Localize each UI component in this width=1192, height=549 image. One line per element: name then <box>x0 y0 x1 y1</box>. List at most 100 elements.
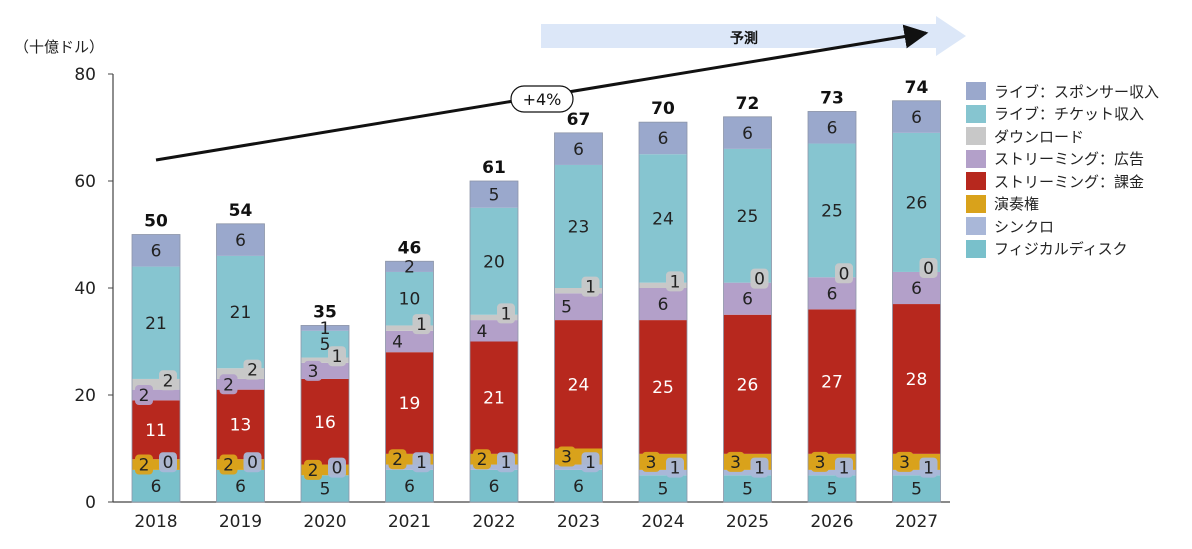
bar-segment <box>723 116 772 149</box>
data-label: 0 <box>332 459 343 479</box>
data-label-bg <box>473 320 491 341</box>
bar-segment <box>892 132 941 272</box>
data-label: 3 <box>899 453 910 473</box>
data-label-bg <box>811 451 829 472</box>
bar-segment <box>132 400 180 460</box>
bar-segment <box>216 368 265 379</box>
data-label: 6 <box>658 129 669 149</box>
bar-outline <box>469 180 519 503</box>
data-label-bg <box>328 457 346 478</box>
legend-item: フィジカルディスク <box>966 238 1159 261</box>
bar-segment <box>385 469 434 502</box>
legend: ライブ：スポンサー収入 ライブ：チケット収入 ダウンロード ストリーミング：広告 ストリ… <box>966 80 1159 260</box>
bar-segment <box>639 154 687 283</box>
data-label: 2 <box>223 375 234 395</box>
legend-item: ライブ：スポンサー収入 <box>966 80 1159 103</box>
x-tick-label: 2023 <box>557 512 600 532</box>
total-label: 54 <box>229 201 253 221</box>
data-label: 6 <box>658 295 669 315</box>
data-label: 19 <box>399 394 421 414</box>
data-label: 1 <box>416 315 427 335</box>
bar-segment <box>639 122 687 155</box>
data-label: 1 <box>670 459 681 479</box>
data-label: 5 <box>489 185 500 205</box>
bar-segment <box>892 100 941 133</box>
data-label: 1 <box>839 459 850 479</box>
data-label-bg <box>412 314 431 335</box>
legend-label: フィジカルディスク <box>994 240 1128 259</box>
data-label: 3 <box>730 453 741 473</box>
bar-segment <box>808 475 856 502</box>
data-label-bg <box>835 457 853 478</box>
y-tick-label: 20 <box>74 386 96 406</box>
legend-item: シンクロ <box>966 215 1159 238</box>
bar-segment <box>132 469 180 502</box>
data-label: 2 <box>477 450 488 470</box>
bar-segment <box>216 389 265 460</box>
bar-outline <box>723 116 772 503</box>
bar-segment <box>808 469 856 476</box>
data-label-bg <box>243 359 262 380</box>
bar-segment <box>892 475 941 502</box>
data-label: 3 <box>561 448 572 468</box>
bar-outline <box>216 223 265 503</box>
data-label-bg <box>159 370 177 391</box>
bar-segment <box>554 320 603 449</box>
data-label: 26 <box>737 375 759 395</box>
data-label: 2 <box>308 461 319 481</box>
y-tick-label: 40 <box>74 279 96 299</box>
legend-label: ライブ：チケット収入 <box>994 105 1145 124</box>
data-label-bg <box>750 268 769 289</box>
bar-segment <box>385 325 434 331</box>
data-label: 1 <box>416 453 427 473</box>
x-tick-label: 2027 <box>895 512 938 532</box>
data-label: 11 <box>145 421 167 441</box>
data-label-bg <box>895 451 914 472</box>
bar-segment <box>639 282 687 288</box>
legend-swatch <box>966 104 986 123</box>
total-label: 46 <box>398 238 422 258</box>
data-label-bg <box>219 374 238 395</box>
bar-outline <box>300 325 350 503</box>
bar-segment <box>132 234 180 267</box>
data-label: 5 <box>827 480 838 500</box>
bar-segment <box>554 164 603 288</box>
bar-segment <box>132 266 180 379</box>
bar-segment <box>723 314 772 454</box>
y-tick-label: 60 <box>74 172 96 192</box>
data-label: 5 <box>911 480 922 500</box>
data-label: 6 <box>742 290 753 310</box>
legend-label: 演奏権 <box>994 195 1040 214</box>
total-label: 35 <box>313 302 337 322</box>
bar-segment <box>639 288 687 321</box>
data-label: 6 <box>151 477 162 497</box>
total-label: 70 <box>651 99 675 119</box>
data-label-bg <box>581 276 600 297</box>
bar-segment <box>301 357 349 363</box>
bar-segment <box>470 181 518 208</box>
data-label: 5 <box>320 480 331 500</box>
bar-segment <box>132 389 180 401</box>
bar-segment <box>132 378 180 390</box>
legend-item: ライブ：チケット収入 <box>966 103 1159 126</box>
data-label: 10 <box>399 290 421 310</box>
bar-segment <box>639 469 687 476</box>
legend-swatch <box>966 149 986 168</box>
data-label-bg <box>135 385 153 405</box>
bar-segment <box>301 325 349 331</box>
data-label-bg <box>304 360 322 381</box>
data-label: 1 <box>923 459 934 479</box>
data-label: 6 <box>573 140 584 160</box>
total-label: 50 <box>144 212 168 232</box>
legend-swatch <box>966 172 986 191</box>
bar-segment <box>554 464 603 470</box>
bar-segment <box>808 309 856 454</box>
data-label: 23 <box>568 217 590 237</box>
bar-segment <box>216 469 265 502</box>
data-label: 16 <box>314 413 336 433</box>
bar-segment <box>554 132 603 165</box>
data-label: 6 <box>911 279 922 299</box>
x-tick-label: 2024 <box>641 512 684 532</box>
